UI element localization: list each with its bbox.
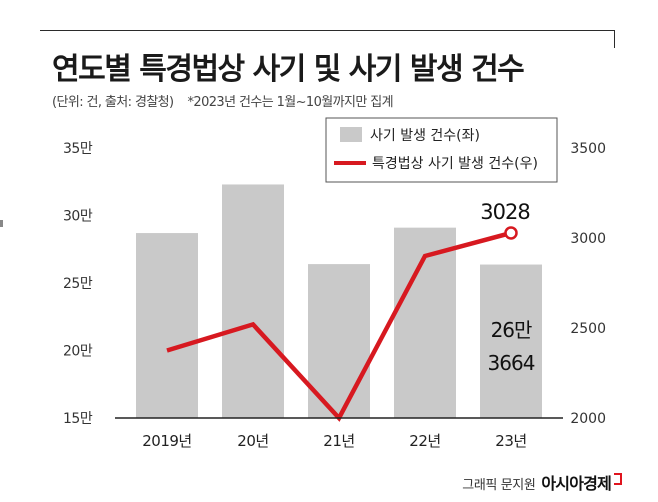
- legend: 사기 발생 건수(좌) 특경법상 사기 발생 건수(우): [325, 117, 558, 183]
- right-tick-label: 3000: [570, 231, 606, 247]
- chart-subtitle: (단위: 건, 출처: 경찰청) *2023년 건수는 1월~10월까지만 집계: [52, 91, 394, 110]
- frame-right-rule: [614, 30, 615, 48]
- x-tick-label: 23년: [495, 432, 526, 450]
- bar-1: [222, 184, 284, 418]
- chart-title: 연도별 특경법상 사기 및 사기 발생 건수: [52, 52, 525, 87]
- credit-author: 그래픽 문지원: [462, 478, 536, 493]
- line-value-label: 3028: [480, 200, 529, 224]
- left-tick-label: 25만: [63, 276, 93, 292]
- side-mark: [0, 220, 3, 227]
- credit: 그래픽 문지원 아시아경제: [462, 470, 622, 494]
- x-tick-label: 21년: [323, 432, 354, 450]
- frame-top-rule: [40, 30, 615, 31]
- period-note: *2023년 건수는 1월~10월까지만 집계: [187, 95, 394, 110]
- x-tick-label: 2019년: [142, 432, 191, 450]
- bar-4: [480, 264, 542, 418]
- line-point-4: [504, 226, 518, 240]
- x-tick-label: 20년: [237, 432, 268, 450]
- legend-box: [325, 117, 558, 183]
- right-tick-label: 3500: [570, 141, 606, 157]
- publisher-logo: 아시아경제: [541, 474, 611, 493]
- right-tick-label: 2000: [570, 411, 606, 427]
- legend-line-label: 특경법상 사기 발생 건수(우): [372, 156, 538, 172]
- x-tick-label: 22년: [409, 432, 440, 450]
- legend-bar-swatch: [340, 127, 362, 142]
- bar-value-label-line2: 3664: [488, 351, 535, 375]
- publisher-logo-mark: [614, 473, 622, 485]
- source-note: (단위: 건, 출처: 경찰청): [52, 95, 174, 110]
- left-tick-label: 30만: [63, 209, 93, 225]
- legend-bar-label: 사기 발생 건수(좌): [370, 128, 480, 144]
- left-tick-label: 15만: [63, 411, 93, 427]
- bar-0: [136, 233, 198, 418]
- left-tick-label: 35만: [63, 141, 93, 157]
- right-tick-label: 2500: [570, 321, 606, 337]
- left-tick-label: 20만: [63, 344, 93, 360]
- bar-value-label-line1: 26만: [491, 318, 532, 342]
